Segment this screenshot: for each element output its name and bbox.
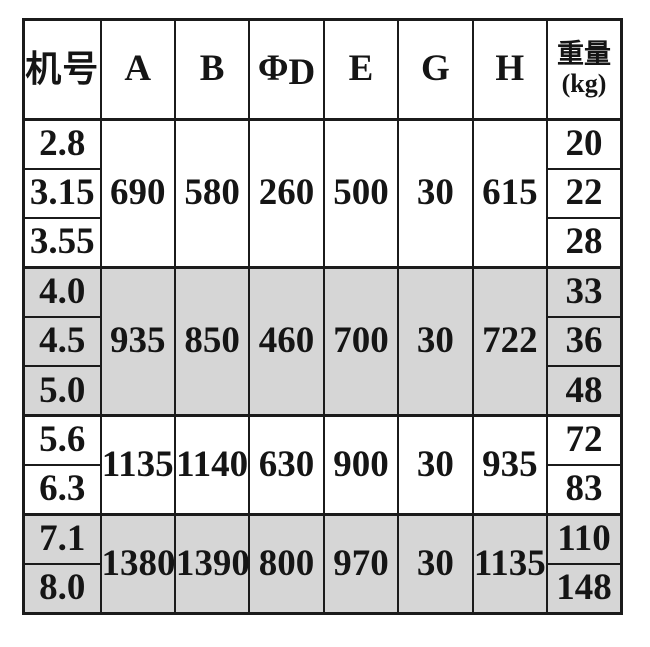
table-row: 8.0 148 [22,563,623,615]
dim-a-cell: 935 [99,266,176,417]
dim-h-cell: 1135 [471,513,549,615]
column-header-h: H [471,18,549,121]
dim-h-cell: 935 [471,414,549,516]
dim-a-cell: 1135 [99,414,176,516]
size-group-2: 4.0 935 850 460 700 30 722 33 4.5 36 5.0… [22,266,623,417]
weight-cell: 33 [546,266,623,319]
column-header-weight: 重量 (kg) [546,18,623,121]
weight-cell: 148 [546,563,623,615]
machine-no-cell: 5.0 [22,365,102,417]
column-header-phi-d: ΦD [248,18,325,121]
column-header-machine-no: 机号 [22,18,102,121]
dim-a-cell: 690 [99,117,176,269]
table-row: 6.3 83 [22,464,623,516]
dim-h-cell: 615 [471,117,549,269]
dim-h-cell: 722 [471,266,549,417]
column-header-e: E [322,18,400,121]
table-row: 7.1 1380 1390 800 970 30 1135 110 [22,513,623,615]
dim-phi-d-cell: 800 [248,513,325,615]
machine-no-cell: 3.55 [22,217,102,269]
dim-phi-d-cell: 260 [248,117,325,269]
weight-cell: 20 [546,117,623,170]
weight-cell: 110 [546,513,623,566]
table-row: 3.15 22 [22,167,623,220]
dim-g-cell: 30 [397,513,474,615]
machine-no-cell: 8.0 [22,563,102,615]
phi-symbol: Φ [257,48,289,90]
weight-cell: 28 [546,217,623,269]
table-row: 4.5 36 [22,316,623,368]
machine-no-cell: 7.1 [22,513,102,566]
machine-no-cell: 5.6 [22,414,102,467]
dim-g-cell: 30 [397,414,474,516]
weight-cell: 22 [546,167,623,220]
machine-no-cell: 2.8 [22,117,102,170]
dim-phi-d-cell: 630 [248,414,325,516]
d-letter: D [288,51,316,93]
size-group-1: 2.8 690 580 260 500 30 615 20 3.15 22 3.… [22,117,623,269]
column-header-b: B [173,18,251,121]
table-row: 3.55 28 [22,217,623,269]
machine-no-cell: 6.3 [22,464,102,516]
dim-e-cell: 970 [322,513,400,615]
size-group-3: 5.6 1135 1140 630 900 30 935 72 6.3 83 [22,414,623,516]
size-group-4: 7.1 1380 1390 800 970 30 1135 110 8.0 14… [22,513,623,615]
column-header-a: A [99,18,176,121]
dim-e-cell: 900 [322,414,400,516]
weight-unit: (kg) [561,69,607,99]
table-row: 5.6 1135 1140 630 900 30 935 72 [22,414,623,516]
dim-a-cell: 1380 [99,513,176,615]
weight-cell: 48 [546,365,623,417]
machine-spec-table: 机号 A B ΦD E G H 重量 (kg) 2.8 690 580 260 … [22,18,623,615]
weight-cell: 83 [546,464,623,516]
column-header-g: G [397,18,474,121]
dim-e-cell: 500 [322,117,400,269]
table-row: 5.0 48 [22,365,623,417]
dim-b-cell: 580 [173,117,251,269]
dim-b-cell: 850 [173,266,251,417]
table-row: 2.8 690 580 260 500 30 615 20 [22,117,623,269]
dim-g-cell: 30 [397,117,474,269]
dim-b-cell: 1390 [173,513,251,615]
machine-no-cell: 4.0 [22,266,102,319]
machine-no-cell: 3.15 [22,167,102,220]
header-row: 机号 A B ΦD E G H 重量 (kg) [22,18,623,121]
dim-e-cell: 700 [322,266,400,417]
weight-cell: 72 [546,414,623,467]
machine-no-cell: 4.5 [22,316,102,368]
weight-cell: 36 [546,316,623,368]
dim-g-cell: 30 [397,266,474,417]
dim-phi-d-cell: 460 [248,266,325,417]
dim-b-cell: 1140 [173,414,251,516]
weight-label: 重量 [557,39,612,70]
table-row: 4.0 935 850 460 700 30 722 33 [22,266,623,417]
